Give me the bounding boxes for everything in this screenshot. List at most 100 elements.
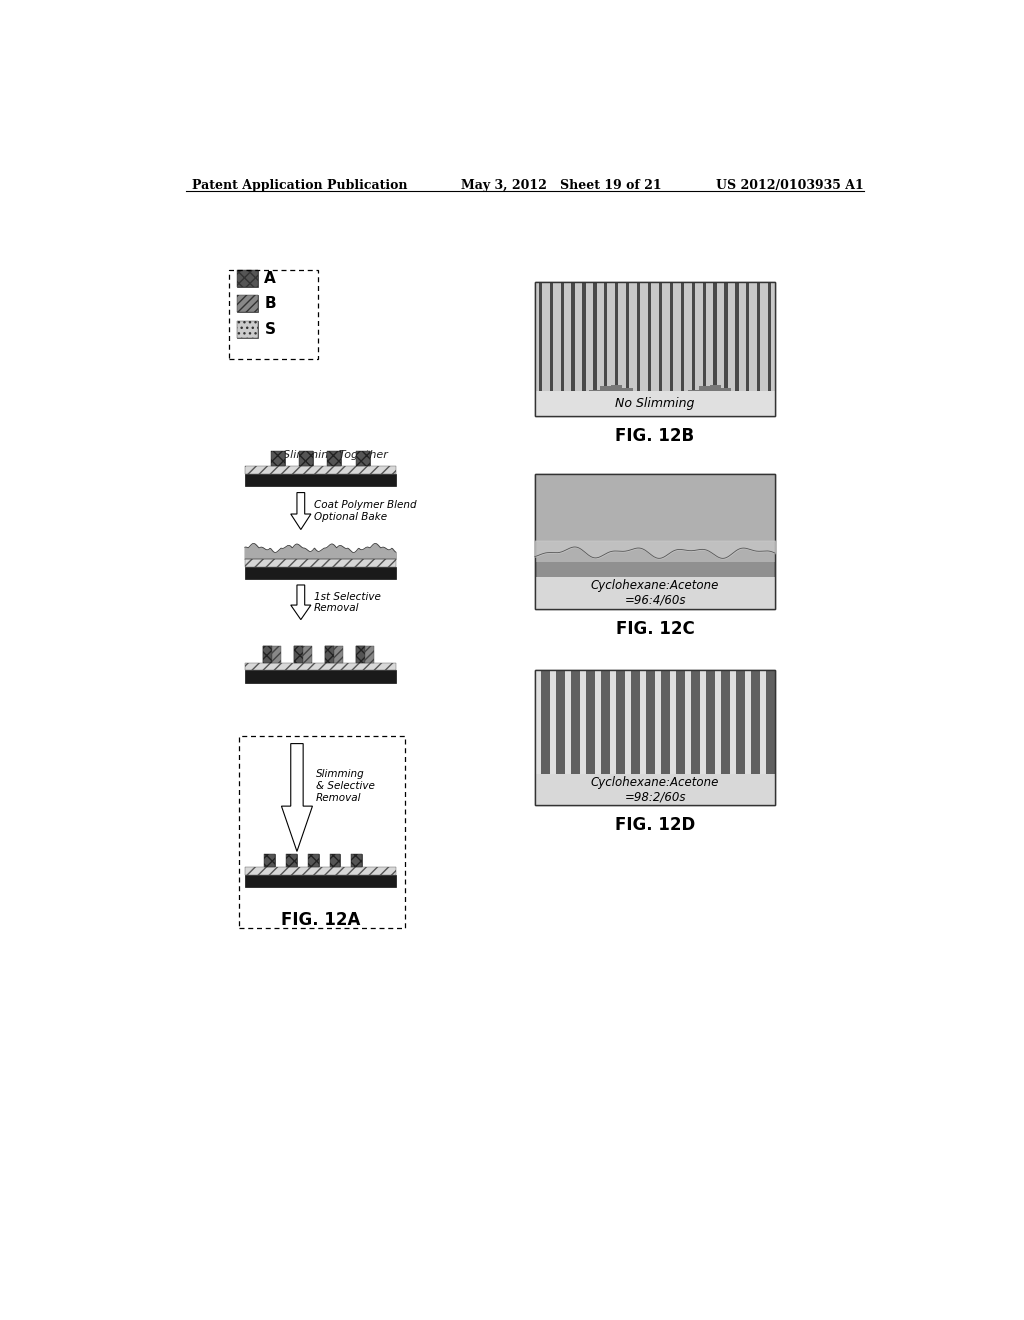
Text: Coat Polymer Blend
Optional Bake: Coat Polymer Blend Optional Bake [314, 500, 417, 521]
Bar [550, 281, 553, 396]
Bar [550, 671, 556, 776]
Bar [580, 671, 586, 776]
Bar [586, 281, 590, 395]
Bar [681, 281, 684, 395]
Bar [684, 281, 688, 395]
Bar [677, 281, 681, 395]
Bar [541, 671, 550, 776]
Bar [330, 854, 340, 867]
Bar [730, 671, 736, 776]
Bar [567, 281, 571, 397]
Text: Slimming
& Selective
Removal: Slimming & Selective Removal [315, 770, 375, 803]
Bar [542, 281, 546, 392]
Bar [270, 451, 285, 466]
Bar [695, 281, 698, 389]
Bar [535, 474, 775, 609]
Bar [535, 281, 539, 392]
Bar [237, 296, 258, 313]
Bar [263, 645, 272, 663]
Bar [607, 281, 611, 387]
Bar [618, 281, 623, 385]
Bar [330, 854, 340, 867]
Bar [717, 281, 721, 385]
Bar [579, 281, 583, 395]
Bar [535, 281, 775, 416]
Bar [688, 281, 691, 389]
Bar [303, 645, 312, 663]
Bar [237, 296, 258, 313]
Bar [597, 281, 600, 389]
Bar [698, 281, 702, 387]
Bar [564, 281, 567, 399]
Bar [655, 671, 662, 776]
Bar [539, 281, 542, 392]
Bar [742, 281, 746, 396]
Bar [366, 645, 375, 663]
Bar [630, 281, 633, 388]
Bar [264, 854, 275, 867]
Polygon shape [291, 585, 311, 619]
Bar [644, 281, 648, 396]
Bar [294, 645, 303, 663]
Bar [600, 281, 604, 387]
Bar [666, 281, 670, 397]
Bar [583, 281, 586, 395]
Bar [328, 451, 341, 466]
Bar [328, 451, 341, 466]
Bar [710, 281, 714, 385]
Bar [535, 392, 775, 416]
Bar [556, 671, 565, 776]
Bar [560, 281, 564, 399]
Bar [706, 281, 710, 387]
Bar [299, 451, 313, 466]
Bar [676, 671, 685, 776]
Bar [625, 671, 631, 776]
Bar [535, 671, 775, 805]
Bar [610, 671, 616, 776]
Bar [270, 451, 285, 466]
Bar [691, 671, 700, 776]
Bar [746, 281, 750, 396]
Bar [325, 645, 334, 663]
Bar [272, 645, 282, 663]
Bar [237, 321, 258, 338]
Bar [535, 474, 775, 562]
Bar [658, 281, 663, 399]
Text: A: A [264, 271, 276, 286]
Bar [535, 281, 775, 416]
Bar [565, 671, 571, 776]
Bar [637, 281, 640, 392]
Bar [356, 645, 366, 663]
Bar [724, 281, 728, 388]
Text: May 3, 2012   Sheet 19 of 21: May 3, 2012 Sheet 19 of 21 [461, 180, 662, 193]
Bar [546, 281, 550, 396]
Bar [766, 671, 775, 776]
Bar [673, 281, 677, 397]
Bar [735, 281, 738, 392]
Bar [691, 281, 695, 389]
Bar [651, 281, 655, 396]
Bar [535, 577, 775, 609]
Bar [616, 671, 625, 776]
Bar [286, 854, 297, 867]
Bar [356, 645, 366, 663]
Bar [237, 271, 258, 286]
Bar [738, 281, 742, 392]
Bar [356, 451, 370, 466]
Bar [356, 451, 370, 466]
Bar [593, 281, 597, 389]
Bar [535, 775, 775, 805]
Bar [264, 854, 275, 867]
Bar [685, 671, 691, 776]
Bar [571, 671, 580, 776]
Bar [601, 671, 610, 776]
Bar [245, 558, 395, 566]
Bar [721, 671, 730, 776]
Bar [604, 281, 607, 387]
Bar [663, 281, 666, 399]
Text: FIG. 12A: FIG. 12A [281, 911, 359, 929]
Bar [751, 671, 760, 776]
Bar [662, 671, 670, 776]
Bar [535, 779, 775, 805]
Bar [714, 281, 717, 385]
